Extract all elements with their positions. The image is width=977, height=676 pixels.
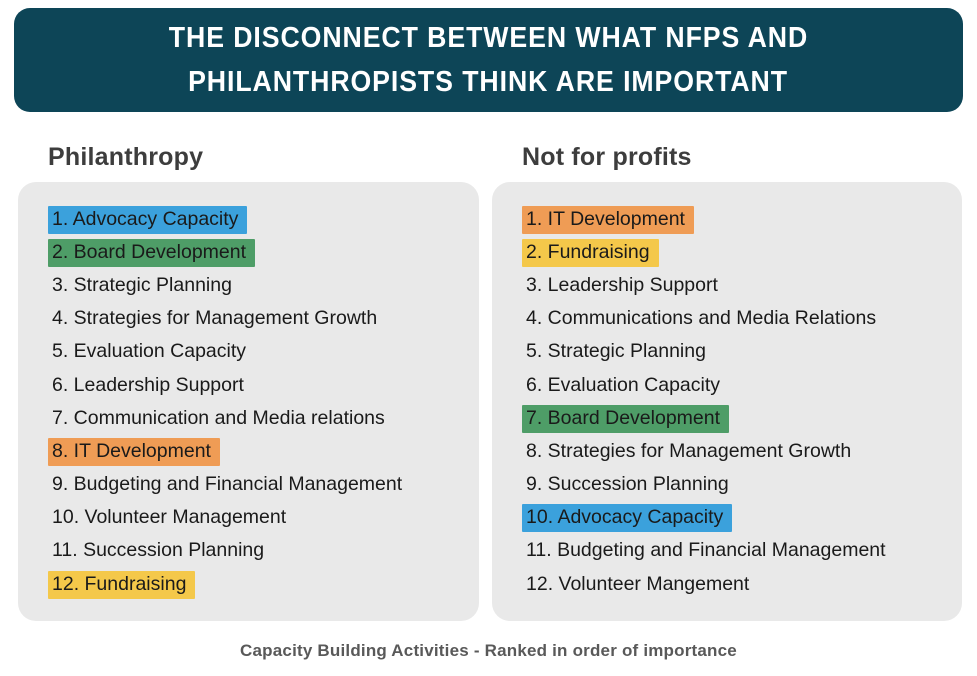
list-item: 9. Succession Planning bbox=[522, 469, 948, 502]
list-item: 11. Budgeting and Financial Management bbox=[522, 535, 948, 568]
list-item: 4. Communications and Media Relations bbox=[522, 303, 948, 336]
list-item: 3. Leadership Support bbox=[522, 269, 948, 302]
list-item-text: 1. IT Development bbox=[522, 205, 694, 234]
list-item-highlight-orange: 8. IT Development bbox=[48, 435, 465, 468]
list-item-text: 3. Strategic Planning bbox=[52, 273, 232, 296]
not-for-profits-panel: 1. IT Development 2. Fundraising 3. Lead… bbox=[492, 182, 962, 621]
philanthropy-ranked-list: 1. Advocacy Capacity 2. Board Developmen… bbox=[48, 203, 465, 601]
philanthropy-panel: 1. Advocacy Capacity 2. Board Developmen… bbox=[18, 182, 479, 621]
list-item-text: 1. Advocacy Capacity bbox=[48, 205, 248, 234]
list-item: 5. Evaluation Capacity bbox=[48, 336, 465, 369]
list-item: 6. Leadership Support bbox=[48, 369, 465, 402]
column-philanthropy: Philanthropy 1. Advocacy Capacity 2. Boa… bbox=[18, 136, 479, 621]
not-for-profits-heading: Not for profits bbox=[522, 143, 692, 171]
list-item-text: 2. Board Development bbox=[48, 238, 256, 267]
list-item: 6. Evaluation Capacity bbox=[522, 369, 948, 402]
list-item-text: 9. Budgeting and Financial Management bbox=[52, 473, 403, 496]
list-item-text: 5. Strategic Planning bbox=[526, 340, 706, 363]
philanthropy-heading: Philanthropy bbox=[48, 143, 204, 171]
list-item-text: 3. Leadership Support bbox=[526, 273, 718, 296]
list-item-text: 5. Evaluation Capacity bbox=[52, 340, 247, 363]
list-item-text: 8. IT Development bbox=[48, 437, 220, 466]
list-item-highlight-green: 7. Board Development bbox=[522, 402, 948, 435]
list-item: 7. Communication and Media relations bbox=[48, 402, 465, 435]
list-item-highlight-orange: 1. IT Development bbox=[522, 203, 948, 236]
list-item-text: 4. Strategies for Management Growth bbox=[52, 307, 378, 330]
column-not-for-profits: Not for profits 1. IT Development 2. Fun… bbox=[492, 136, 962, 621]
list-item-text: 10. Advocacy Capacity bbox=[522, 504, 733, 533]
list-item-text: 8. Strategies for Management Growth bbox=[526, 439, 852, 462]
list-item-text: 10. Volunteer Management bbox=[52, 506, 287, 529]
list-item-highlight-green: 2. Board Development bbox=[48, 236, 465, 269]
list-item: 9. Budgeting and Financial Management bbox=[48, 469, 465, 502]
list-item: 12. Volunteer Mangement bbox=[522, 568, 948, 601]
title-banner: THE DISCONNECT BETWEEN WHAT NFPS AND PHI… bbox=[14, 8, 963, 112]
list-item-text: 7. Communication and Media relations bbox=[52, 406, 385, 429]
list-item: 10. Volunteer Management bbox=[48, 502, 465, 535]
list-item-text: 4. Communications and Media Relations bbox=[526, 307, 877, 330]
list-item-text: 11. Budgeting and Financial Management bbox=[526, 539, 886, 562]
list-item-highlight-blue: 10. Advocacy Capacity bbox=[522, 502, 948, 535]
list-item: 11. Succession Planning bbox=[48, 535, 465, 568]
list-item-text: 2. Fundraising bbox=[522, 238, 659, 267]
caption: Capacity Building Activities - Ranked in… bbox=[240, 641, 737, 660]
list-item-text: 11. Succession Planning bbox=[52, 539, 265, 562]
list-item-text: 6. Leadership Support bbox=[52, 373, 244, 396]
list-item: 5. Strategic Planning bbox=[522, 336, 948, 369]
not-for-profits-ranked-list: 1. IT Development 2. Fundraising 3. Lead… bbox=[522, 203, 948, 601]
list-item-text: 7. Board Development bbox=[522, 404, 730, 433]
list-item-text: 12. Volunteer Mangement bbox=[526, 572, 750, 595]
list-item-highlight-yellow: 2. Fundraising bbox=[522, 236, 948, 269]
list-item-highlight-yellow: 12. Fundraising bbox=[48, 568, 465, 601]
list-item-text: 9. Succession Planning bbox=[526, 473, 729, 496]
list-item-highlight-blue: 1. Advocacy Capacity bbox=[48, 203, 465, 236]
list-item-text: 6. Evaluation Capacity bbox=[526, 373, 721, 396]
list-item: 4. Strategies for Management Growth bbox=[48, 303, 465, 336]
list-item: 8. Strategies for Management Growth bbox=[522, 435, 948, 468]
list-item-text: 12. Fundraising bbox=[48, 570, 196, 599]
list-item: 3. Strategic Planning bbox=[48, 269, 465, 302]
title-line-2: PHILANTHROPISTS THINK ARE IMPORTANT bbox=[188, 66, 789, 98]
title-line-1: THE DISCONNECT BETWEEN WHAT NFPS AND bbox=[168, 22, 809, 54]
